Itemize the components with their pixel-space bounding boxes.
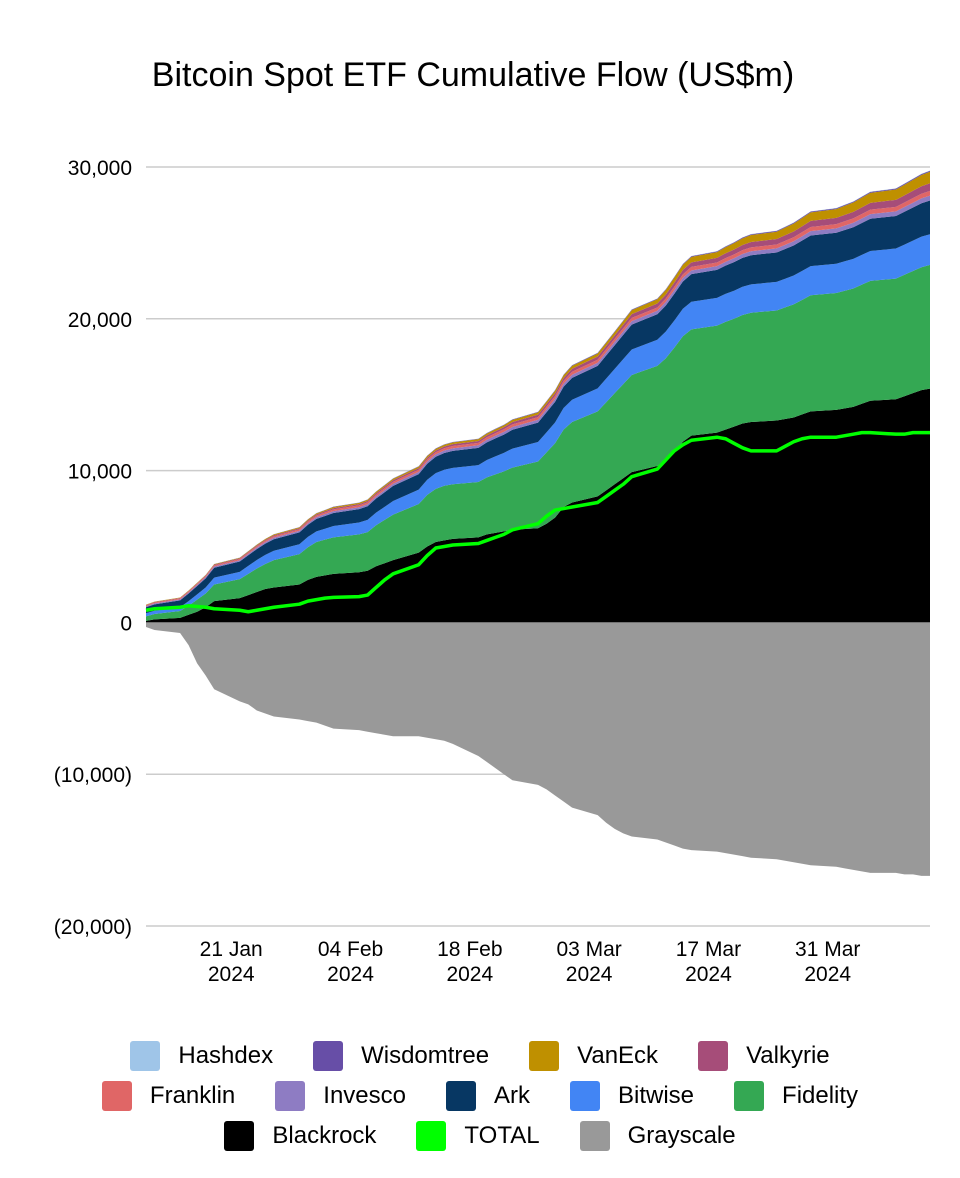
legend-label: Ark [494,1082,530,1109]
area-bitwise [146,234,930,617]
y-tick-label: (20,000) [54,916,132,939]
legend-row: Franklin Invesco Ark Bitwise Fidelity [0,1076,960,1116]
legend-swatch [579,1121,610,1151]
x-tick-year: 2024 [566,963,613,986]
legend-swatch [313,1041,344,1071]
legend-label: Wisdomtree [361,1042,490,1069]
legend-label: Invesco [323,1082,406,1109]
x-tick-label: 18 Feb [437,938,502,961]
x-tick-label: 17 Mar [676,938,741,961]
legend-swatch [101,1081,132,1111]
x-tick-label: 21 Jan [200,938,263,961]
legend-item-grayscale: Grayscale [579,1121,736,1151]
area-ark [146,200,930,614]
legend-label: Franklin [149,1082,236,1109]
legend-swatch [416,1121,447,1151]
legend-item-blackrock: Blackrock [224,1121,376,1151]
chart-title: Bitcoin Spot ETF Cumulative Flow (US$m) [151,56,795,94]
x-tick-label: 31 Mar [795,938,860,961]
legend-swatch [446,1081,476,1111]
area-fidelity [146,264,930,621]
legend-row: Hashdex Wisdomtree VanEck Valkyrie [0,1036,960,1076]
x-tick-year: 2024 [685,963,732,986]
y-tick-label: (10,000) [54,764,132,787]
area-vaneck [146,171,930,605]
area-blackrock [146,388,930,623]
legend-row: Blackrock TOTAL Grayscale [0,1116,960,1156]
legend-swatch [275,1081,306,1111]
chart-legend: Hashdex Wisdomtree VanEck Valkyrie Franklin I… [0,1036,960,1156]
x-tick-label: 03 Mar [556,938,621,961]
legend-label: Blackrock [272,1122,377,1149]
legend-item-total: TOTAL [416,1121,540,1151]
area-grayscale [146,622,930,876]
legend-label: VanEck [577,1042,659,1069]
y-tick-label: 10,000 [68,461,132,484]
legend-label: Hashdex [178,1042,274,1069]
x-tick-year: 2024 [446,963,493,986]
legend-label: Bitwise [618,1082,695,1109]
legend-item-franklin: Franklin [101,1081,236,1111]
legend-swatch [529,1041,560,1071]
legend-item-bitwise: Bitwise [570,1081,694,1111]
x-tick-label: 04 Feb [318,938,383,961]
legend-label: Grayscale [627,1122,736,1149]
legend-label: TOTAL [464,1122,540,1149]
legend-item-ark: Ark [446,1081,530,1111]
legend-swatch [570,1081,600,1111]
legend-label: Valkyrie [746,1042,830,1069]
y-tick-label: 30,000 [68,157,132,180]
legend-swatch [130,1041,161,1071]
legend-swatch [734,1081,765,1111]
x-tick-year: 2024 [327,963,374,986]
legend-swatch [224,1121,255,1151]
y-tick-label: 20,000 [68,309,132,332]
legend-item-invesco: Invesco [275,1081,406,1111]
legend-item-wisdomtree: Wisdomtree [313,1041,489,1071]
legend-item-valkyrie: Valkyrie [698,1041,830,1071]
legend-item-fidelity: Fidelity [734,1081,858,1111]
legend-item-hashdex: Hashdex [130,1041,273,1071]
x-tick-year: 2024 [804,963,851,986]
y-tick-label: 0 [120,612,132,635]
x-tick-year: 2024 [208,963,255,986]
line-total [145,430,930,614]
chart-plot: 30,000 20,000 10,000 0 (10,000) (20,000) 21 Ja… [54,157,930,986]
legend-item-vaneck: VanEck [529,1041,658,1071]
legend-label: Fidelity [782,1082,859,1109]
legend-swatch [698,1041,729,1071]
